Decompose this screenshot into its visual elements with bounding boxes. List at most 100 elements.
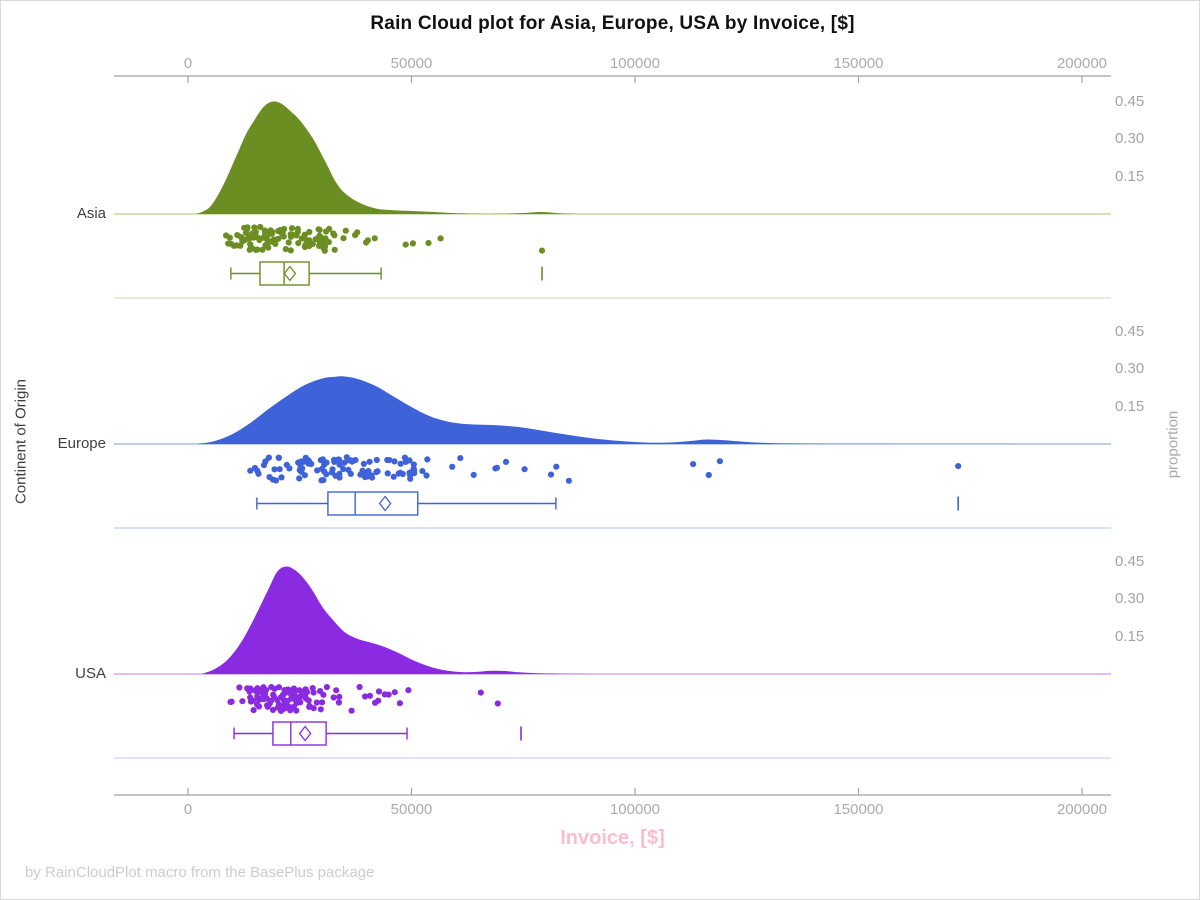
rain-point-asia <box>326 225 333 232</box>
rain-point-usa <box>285 703 293 710</box>
rain-point-usa <box>333 687 340 694</box>
rain-point-asia <box>252 246 260 253</box>
rain-point-usa <box>269 706 277 714</box>
rain-point-europe <box>492 465 499 472</box>
mean-diamond-europe <box>378 495 392 512</box>
x-axis-title: Invoice, [$] <box>560 827 665 849</box>
proportion-tick-label: 0.30 <box>1115 360 1145 377</box>
rain-point-asia <box>246 246 253 253</box>
rain-point-asia <box>295 240 302 247</box>
rain-point-asia <box>247 241 254 248</box>
rain-point-europe <box>265 454 272 461</box>
rain-point-europe <box>401 454 408 461</box>
rain-point-usa <box>247 694 254 701</box>
x-tick-label: 0 <box>183 55 193 72</box>
x-tick-label: 150000 <box>833 801 884 818</box>
rain-point-europe <box>384 470 391 477</box>
proportion-tick-label: 0.15 <box>1115 397 1145 415</box>
rain-point-usa <box>477 689 484 696</box>
rain-point-asia <box>230 242 237 249</box>
rain-point-europe <box>296 461 304 468</box>
mean-diamond-usa <box>298 725 312 742</box>
rain-point-usa <box>239 698 246 705</box>
rain-point-asia <box>256 236 263 244</box>
rain-point-usa <box>391 689 398 696</box>
rain-point-usa <box>317 706 324 713</box>
rain-point-europe <box>329 466 336 473</box>
rain-point-europe <box>247 467 254 474</box>
rain-point-asia <box>262 230 269 237</box>
rain-point-europe <box>406 457 413 464</box>
rain-point-usa <box>405 687 412 694</box>
rain-point-usa <box>268 684 275 691</box>
proportion-tick-label: 0.45 <box>1115 552 1145 570</box>
rain-point-europe <box>374 468 381 475</box>
rain-point-asia <box>538 247 546 254</box>
rain-point-europe <box>296 475 303 482</box>
proportion-tick-label: 0.45 <box>1115 322 1145 340</box>
rain-point-europe <box>345 466 352 473</box>
x-tick-label: 100000 <box>609 801 661 818</box>
x-tick-label: 200000 <box>1056 55 1108 72</box>
rain-point-europe <box>359 467 366 474</box>
rain-point-asia <box>289 231 296 238</box>
rain-point-europe <box>271 466 278 473</box>
rain-point-usa <box>348 707 355 714</box>
rain-point-europe <box>553 463 560 470</box>
rain-point-europe <box>470 471 477 478</box>
rain-point-europe <box>260 462 268 469</box>
rain-point-asia <box>282 246 289 253</box>
chart-title: Rain Cloud plot for Asia, Europe, USA by… <box>370 13 855 34</box>
box-europe <box>327 491 419 516</box>
rain-point-europe <box>373 456 380 464</box>
rain-point-usa <box>228 698 235 705</box>
rain-point-europe <box>336 461 343 468</box>
rain-point-usa <box>297 699 304 706</box>
rain-point-usa <box>254 695 261 702</box>
rain-point-asia <box>409 240 416 247</box>
rain-point-asia <box>252 228 259 236</box>
rain-point-usa <box>335 699 342 706</box>
group-label-asia: Asia <box>76 205 106 222</box>
x-tick-label: 0 <box>183 801 193 818</box>
rain-point-asia <box>425 239 432 247</box>
proportion-tick-label: 0.30 <box>1115 130 1145 147</box>
rain-point-europe <box>255 470 262 477</box>
rain-point-usa <box>293 707 300 714</box>
rain-point-usa <box>264 702 271 709</box>
proportion-tick-label: 0.45 <box>1115 92 1145 110</box>
proportion-tick-label: 0.15 <box>1115 627 1145 645</box>
rain-point-usa <box>291 687 298 695</box>
rain-point-europe <box>296 467 303 474</box>
rain-point-europe <box>547 471 555 478</box>
mean-diamond-asia <box>283 265 297 282</box>
rain-point-europe <box>365 468 372 475</box>
rain-point-europe <box>314 467 321 474</box>
rain-point-usa <box>396 700 403 707</box>
rain-point-asia <box>265 244 272 251</box>
group-label-europe: Europe <box>57 435 106 452</box>
rain-point-europe <box>502 458 510 465</box>
proportion-tick-label: 0.15 <box>1115 167 1145 185</box>
rain-point-europe <box>360 460 367 467</box>
rain-point-asia <box>288 225 296 232</box>
rain-point-usa <box>296 687 303 694</box>
rain-point-asia <box>309 240 316 247</box>
rain-point-europe <box>410 465 417 472</box>
rain-point-europe <box>384 456 391 464</box>
rain-point-asia <box>315 226 322 233</box>
rain-point-usa <box>255 703 263 710</box>
rain-point-usa <box>281 687 288 694</box>
rain-point-europe <box>362 474 369 481</box>
footer-credit: by RainCloudPlot macro from the BasePlus… <box>25 864 375 881</box>
rain-point-usa <box>275 684 283 691</box>
density-asia <box>195 101 579 215</box>
rain-point-europe <box>320 477 327 484</box>
rain-point-europe <box>397 460 404 467</box>
rain-point-usa <box>356 683 363 691</box>
rain-point-asia <box>257 223 264 231</box>
rain-point-asia <box>331 246 338 253</box>
rain-point-europe <box>449 463 456 470</box>
rain-point-usa <box>302 692 309 700</box>
x-tick-label: 150000 <box>833 55 884 72</box>
